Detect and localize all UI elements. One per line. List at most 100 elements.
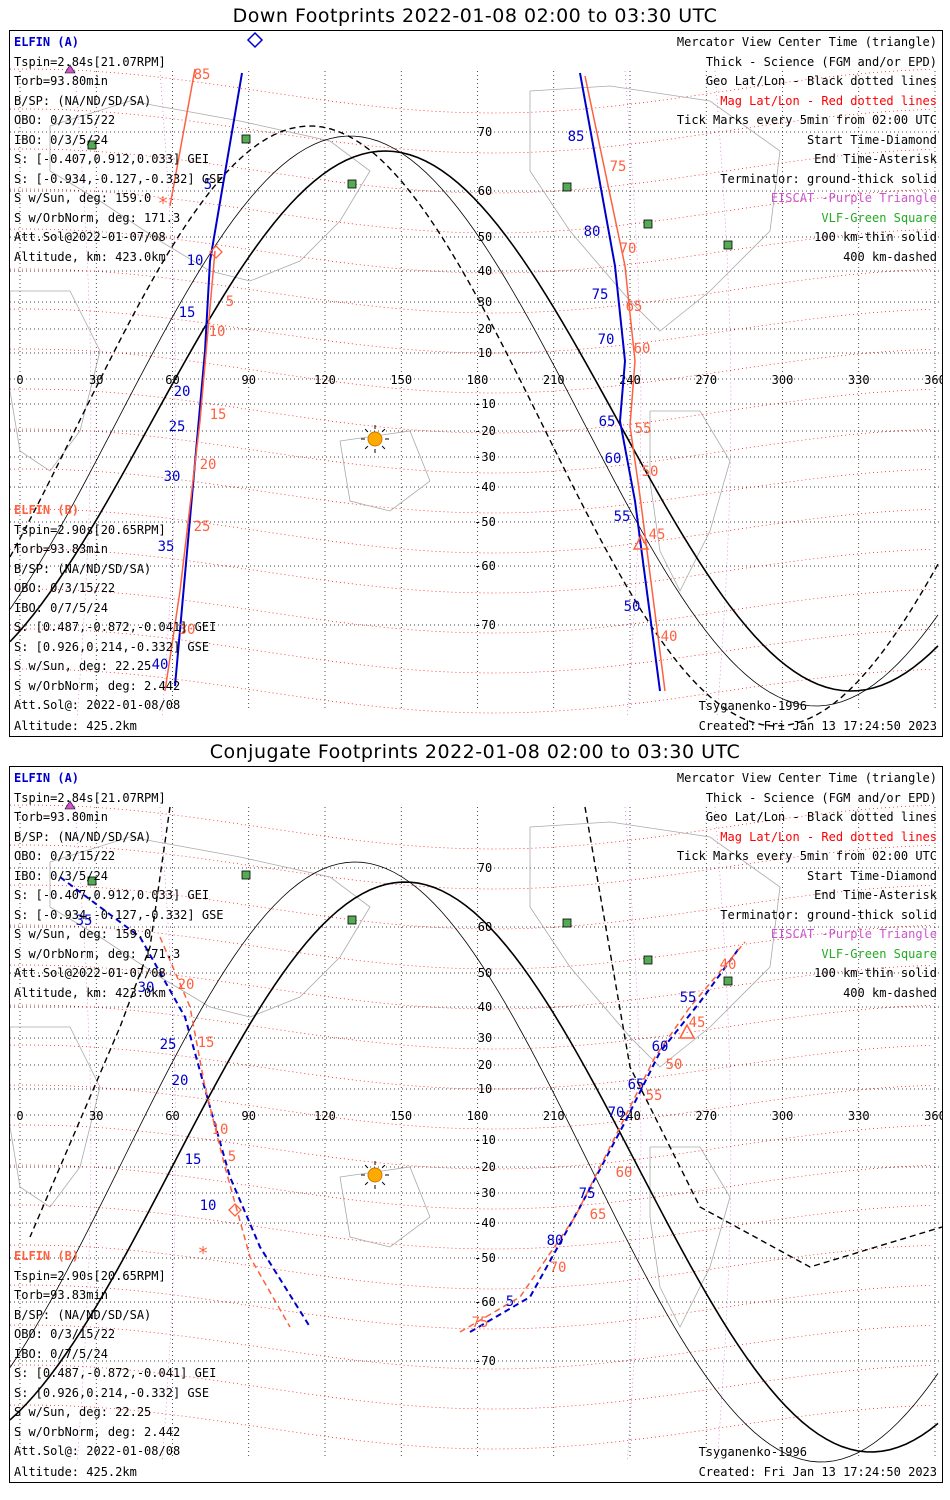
sat-a-conjugate-west — [59, 876, 311, 1328]
legend-item: Geo Lat/Lon - Black dotted lines — [705, 74, 937, 88]
sat-b-line: S: [0.487,-0.872,-0.041] GEI — [14, 1366, 217, 1380]
lon-label: 0 — [16, 373, 23, 387]
sat-b-tick-label: 65 — [626, 299, 643, 315]
sat-a-tick-label: 55 — [614, 509, 631, 525]
lon-label: 270 — [695, 1109, 717, 1123]
sat-a-line: S: [-0.934,-0.127,-0.332] GSE — [14, 171, 224, 186]
legend: Mercator View Center Time (triangle) Thi… — [677, 769, 937, 1003]
sat-a-info: ELFIN (A) Tspin=2.84s[21.07RPM] Torb=93.… — [14, 769, 224, 1003]
sat-b-tick-label: 75 — [472, 1315, 489, 1331]
mag-parallel — [10, 1044, 931, 1090]
terminator-400km — [29, 806, 171, 1238]
continent-outline — [10, 1026, 101, 1208]
sat-b-line: Torb=93.83min — [14, 542, 108, 556]
center-time-triangle — [632, 534, 650, 550]
lat-label: -70 — [474, 1354, 496, 1368]
sat-b-tick-label: 5 — [226, 294, 234, 310]
sat-a-line: S w/OrbNorm, deg: 171.3 — [14, 210, 181, 225]
mag-parallel — [10, 428, 931, 474]
sat-b-line: S w/Sun, deg: 22.25 — [14, 659, 152, 673]
sat-b-tick-label: 50 — [642, 464, 659, 480]
sat-a-tick-label: 35 — [76, 913, 93, 929]
vlf-station-square — [562, 918, 572, 928]
continent-outline — [339, 1166, 431, 1248]
legend-item: Mag Lat/Lon - Red dotted lines — [720, 93, 937, 108]
sat-b-tick-label: 65 — [590, 1207, 607, 1223]
terminator-line — [10, 881, 939, 1453]
lat-label: -60 — [474, 1295, 496, 1309]
sat-b-tick-label: 70 — [620, 241, 637, 257]
legend-item: VLF-Green Square — [821, 946, 937, 961]
legend-item: Start Time-Diamond — [806, 868, 937, 883]
sat-a-tick-label: 50 — [624, 599, 641, 615]
sat-a-tick-label: 65 — [628, 1077, 645, 1093]
panel-title-conjugate: Conjugate Footprints 2022-01-08 02:00 to… — [209, 741, 741, 763]
lon-label: 300 — [772, 373, 794, 387]
sat-a-tick-label: 75 — [579, 1186, 596, 1202]
legend-item: Tick Marks every 5min from 02:00 UTC — [676, 113, 937, 127]
sat-b-line: S w/OrbNorm, deg: 2.442 — [14, 678, 181, 693]
created-label: Created: Fri Jan 13 17:24:50 2023 — [698, 1465, 937, 1479]
sat-b-tick-label: 75 — [610, 159, 627, 175]
lon-label: 150 — [390, 373, 412, 387]
lon-label: 180 — [467, 373, 489, 387]
lon-label: 330 — [848, 1109, 870, 1123]
lat-label: -20 — [474, 424, 496, 438]
sat-a-line: S w/OrbNorm, deg: 171.3 — [14, 946, 181, 961]
sat-a-line: B/SP: (NA/ND/SD/SA) — [14, 93, 152, 108]
sat-b-tick-label: 25 — [194, 519, 211, 535]
sat-b-tick-label: 45 — [689, 1015, 706, 1031]
sun-icon — [367, 431, 383, 447]
sat-b-line: OBO: 0/3/15/22 — [14, 1327, 116, 1341]
sun-icon — [367, 1167, 383, 1183]
terminator-line — [10, 150, 939, 692]
eiscat-triangle — [64, 64, 76, 74]
vlf-station-square — [347, 179, 357, 189]
lon-label: 300 — [772, 1109, 794, 1123]
sun-ray — [381, 445, 386, 450]
sat-a-start-diamond — [246, 31, 264, 49]
vlf-station-square — [562, 182, 572, 192]
sat-b-tick-label: 85 — [194, 67, 211, 83]
sat-a-tick-label: 30 — [164, 469, 181, 485]
lon-label: 0 — [16, 1109, 23, 1123]
terminator-400km — [584, 806, 942, 1268]
sun-ray — [364, 1181, 369, 1186]
sat-b-line: S w/Sun, deg: 22.25 — [14, 1405, 152, 1419]
sat-b-track-north — [169, 68, 196, 207]
sat-b-line: S: [0.926,0.214,-0.332] GSE — [14, 1385, 210, 1400]
sat-a-tick-label: 25 — [160, 1037, 177, 1053]
lat-label: 70 — [478, 125, 492, 139]
sat-a-line: Att.Sol@2022-01-07/08 — [14, 966, 166, 980]
sat-b-tick-label: 55 — [635, 421, 652, 437]
sat-a-header: ELFIN (A) — [14, 771, 80, 785]
lat-label: -40 — [474, 480, 496, 494]
continent-outline — [339, 430, 431, 512]
sun-ray — [381, 1181, 386, 1186]
end-time-asterisk: * — [198, 1243, 209, 1264]
sat-b-line: S: [0.487,-0.872,-0.041] GEI — [14, 620, 217, 634]
sat-a-info: ELFIN (A) Tspin=2.84s[21.07RPM] Torb=93.… — [14, 33, 224, 267]
conjugate-footprints-map: 0306090120150180210240270300330360706050… — [9, 766, 943, 1483]
sat-b-track-west — [164, 250, 216, 692]
sat-b-line: Tspin=2.90s[20.65RPM] — [14, 522, 166, 537]
sat-b-conjugate-west — [159, 936, 291, 1328]
legend-item: Mercator View Center Time (triangle) — [676, 35, 937, 49]
panel-title-down: Down Footprints 2022-01-08 02:00 to 03:3… — [232, 5, 718, 27]
sat-a-line: OBO: 0/3/15/22 — [14, 113, 116, 127]
lon-label: 210 — [543, 373, 565, 387]
sat-b-line: Att.Sol@: 2022-01-08/08 — [14, 1444, 181, 1458]
sat-b-altitude: Altitude: 425.2km — [14, 1465, 137, 1479]
lat-label: -30 — [474, 1186, 496, 1200]
vlf-station-square — [643, 955, 653, 965]
sat-b-tick-label: 15 — [198, 1035, 215, 1051]
sat-a-tick-label: 5 — [506, 1294, 514, 1310]
sun-ray — [364, 1164, 369, 1169]
sat-a-line: IBO: 0/3/5/24 — [14, 132, 108, 147]
model-label: Tsyganenko-1996 — [698, 1445, 807, 1459]
sat-a-tick-label: 70 — [608, 1105, 625, 1121]
sat-b-line: Torb=93.83min — [14, 1288, 108, 1302]
continent-outline — [49, 836, 371, 1018]
sat-a-line: Tspin=2.84s[21.07RPM] — [14, 790, 166, 805]
sat-b-tick-label: 70 — [550, 1260, 567, 1276]
